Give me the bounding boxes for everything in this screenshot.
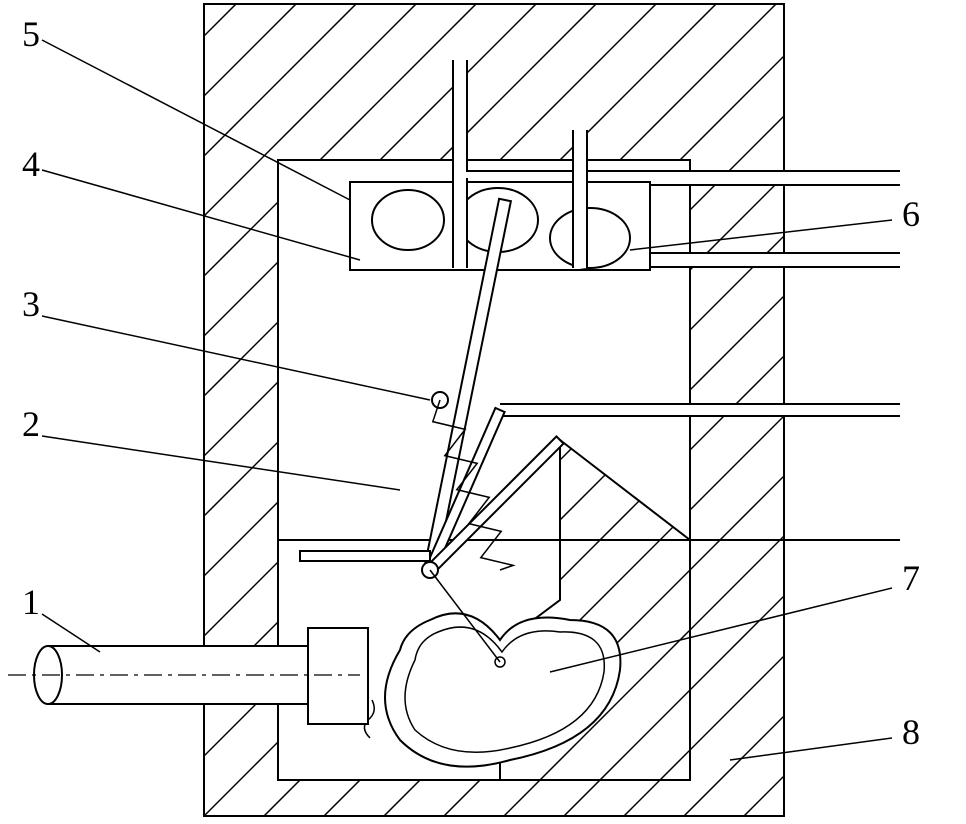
- label-2: 2: [22, 404, 40, 444]
- hub-block: [308, 628, 368, 724]
- label-3: 3: [22, 284, 40, 324]
- label-7: 7: [902, 558, 920, 598]
- leader-8: [730, 738, 892, 760]
- label-8: 8: [902, 712, 920, 752]
- leader-5: [42, 40, 350, 200]
- diagram-root: 5 4 3 2 1 6 7 8: [0, 0, 966, 824]
- label-6: 6: [902, 194, 920, 234]
- label-4: 4: [22, 144, 40, 184]
- label-5: 5: [22, 14, 40, 54]
- top_right_circle: [550, 208, 630, 268]
- top_left_circle: [372, 190, 444, 250]
- label-1: 1: [22, 582, 40, 622]
- stop-bar: [300, 551, 430, 561]
